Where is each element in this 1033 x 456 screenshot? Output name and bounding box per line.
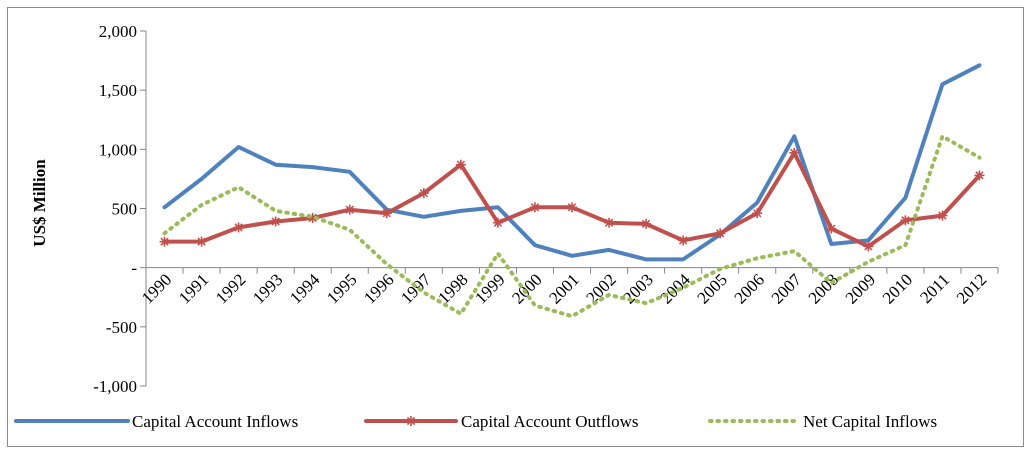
x-tick-label: 2005 — [694, 270, 731, 307]
data-marker — [604, 217, 615, 228]
data-marker — [196, 236, 207, 247]
y-tick-label: -500 — [106, 318, 137, 337]
legend-item: Net Capital Inflows — [708, 412, 937, 431]
data-marker — [567, 202, 577, 213]
data-marker — [418, 188, 429, 199]
y-axis-title: US$ Million — [30, 159, 49, 247]
data-marker — [937, 210, 948, 221]
y-tick-label: 2,000 — [99, 22, 137, 41]
data-marker — [789, 147, 800, 158]
x-tick-label: 2004 — [656, 270, 694, 308]
data-marker — [233, 222, 244, 233]
y-tick-label: 500 — [112, 200, 138, 219]
y-tick-label: 1,500 — [99, 81, 137, 100]
chart-frame: 2,000 1,500 1,000 500- -500 -1,000 1990 1991 199… — [7, 7, 1024, 447]
data-marker — [826, 223, 837, 234]
series-line-net-capital-inflows — [162, 134, 982, 319]
data-marker — [678, 235, 689, 246]
data-marker — [492, 217, 503, 228]
x-tick-label: 1990 — [138, 270, 175, 307]
series-layer — [159, 63, 985, 319]
data-marker — [159, 236, 170, 247]
legend-label: Capital Account Inflows — [132, 412, 298, 431]
data-marker — [529, 202, 540, 213]
data-marker — [641, 218, 652, 229]
legend-item: Capital Account Inflows — [14, 412, 298, 431]
x-tick-label: 2000 — [508, 270, 545, 307]
data-marker — [381, 208, 392, 219]
data-marker — [863, 241, 874, 252]
x-tick-label: 1996 — [360, 270, 397, 307]
y-tick-label: -1,000 — [93, 377, 137, 396]
data-marker — [455, 159, 466, 170]
data-marker — [406, 416, 416, 426]
x-tick-label: 2002 — [582, 270, 619, 307]
x-tick-label: 2006 — [731, 270, 768, 307]
data-marker — [752, 208, 763, 219]
x-tick-label: 1992 — [212, 270, 249, 307]
legend: Capital Account Inflows Capital Account O… — [14, 412, 937, 431]
legend-item: Capital Account Outflows — [364, 412, 639, 431]
x-tick-label: 1993 — [249, 270, 286, 307]
x-tick-label: 1994 — [286, 270, 324, 308]
legend-label: Capital Account Outflows — [461, 412, 639, 431]
series-line-capital-account-inflows — [162, 63, 982, 262]
x-tick-label: 2012 — [953, 270, 990, 307]
x-tick-label: 2007 — [768, 270, 806, 308]
data-marker — [900, 215, 911, 226]
x-tick-label: 2010 — [879, 270, 916, 307]
data-marker — [974, 170, 985, 181]
x-tick-label: 2001 — [545, 270, 582, 307]
data-marker — [344, 204, 355, 215]
x-tick-label: 1995 — [323, 270, 360, 307]
data-marker — [270, 216, 281, 227]
x-tick-label: 2011 — [916, 270, 953, 307]
data-marker — [715, 228, 726, 239]
y-tick-label: 1,000 — [99, 140, 137, 159]
legend-label: Net Capital Inflows — [803, 412, 937, 431]
y-tick-label: - — [131, 259, 137, 278]
x-tick-label: 1991 — [175, 270, 212, 307]
